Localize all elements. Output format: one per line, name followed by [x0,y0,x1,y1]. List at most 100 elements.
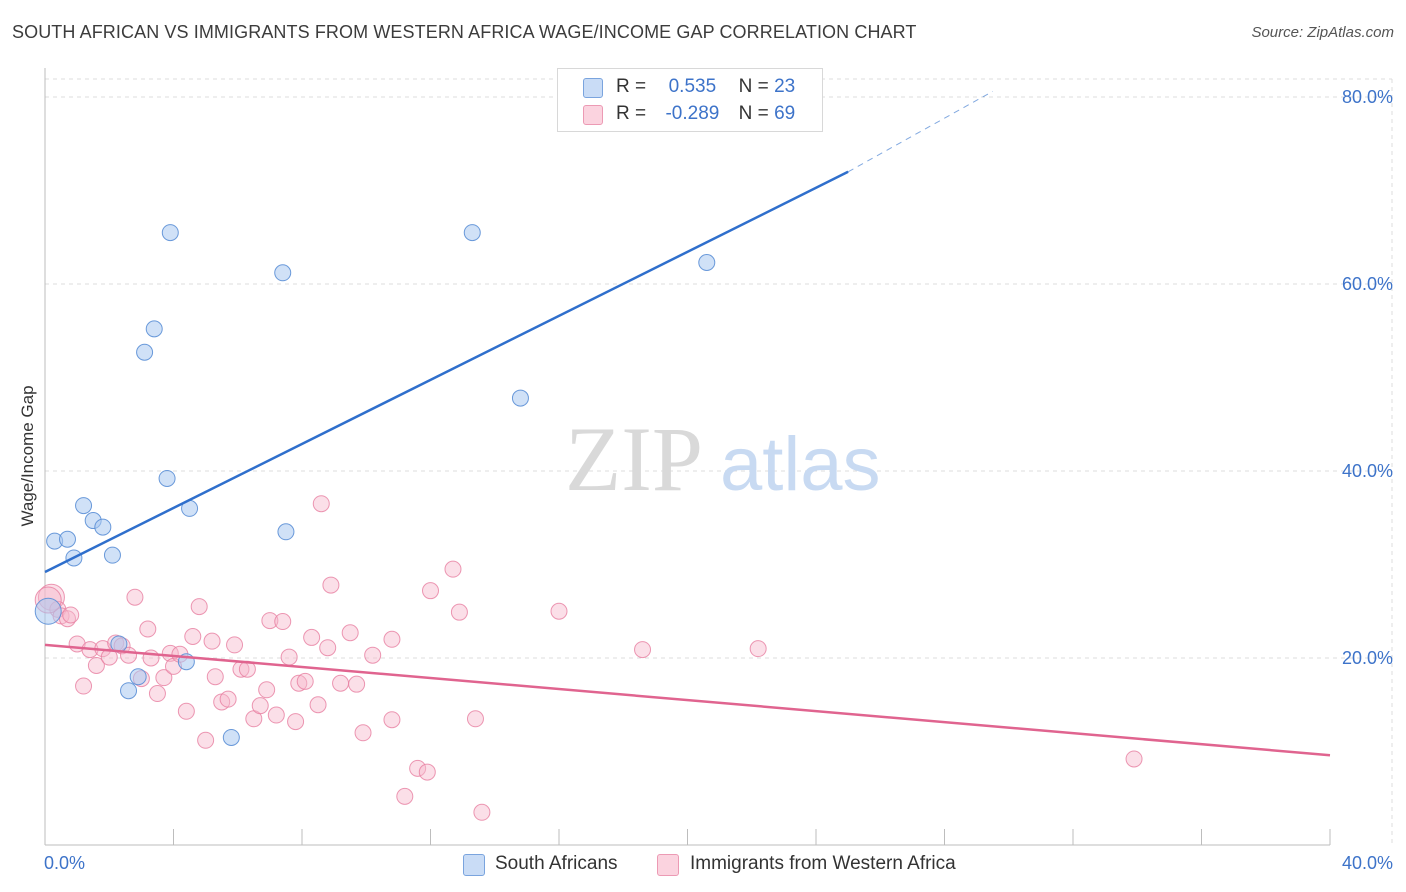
source-credit: Source: ZipAtlas.com [1251,24,1394,41]
pink-point [177,702,195,720]
y-tick-label: 80.0% [1342,87,1393,107]
pink-point [251,697,269,715]
grid-lines [45,78,1393,845]
blue-point [511,389,529,407]
pink-point [75,677,93,695]
pink-point [184,627,202,645]
x-tick-label: 40.0% [1342,853,1393,873]
pink-trend-line [44,643,1331,757]
pink-point [383,630,401,648]
blue-point [145,320,163,338]
pink-point [396,787,414,805]
correlation-legend: R = 0.535 N = 23 R = -0.289 N = 69 [557,68,823,132]
blue-trend-line [44,170,849,574]
pink-point [161,644,179,662]
pink-point [280,648,298,666]
legend-row-western-africa: R = -0.289 N = 69 [558,101,822,127]
pink-point [62,606,80,624]
blue-point [120,682,138,700]
pink-point [309,696,327,714]
pink-point [206,668,224,686]
pink-point [444,560,462,578]
tick-labels: 20.0% 40.0% 60.0% 80.0% 0.0% 40.0% [44,87,1393,873]
pink-point [226,636,244,654]
pink-point [418,763,436,781]
pink-point [203,632,221,650]
pink-point [303,628,321,646]
legend-r-label: R = [616,76,647,97]
legend-r-label: R = [616,103,647,124]
pink-point [354,724,372,742]
blue-point [136,343,154,361]
blue-point [463,224,481,242]
blue-point [158,469,176,487]
bottom-legend-label-pink: Immigrants from Western Africa [690,853,956,874]
legend-r-value: 0.535 [668,76,717,97]
pink-point [139,620,157,638]
trend-lines [44,90,1331,757]
y-axis-label: Wage/Income Gap [18,385,37,527]
pink-point [634,641,652,659]
pink-point [450,603,468,621]
pink-point [261,612,279,630]
pink-point [148,685,166,703]
pink-point [274,613,292,631]
blue-series-points [34,224,716,746]
blue-point [161,224,179,242]
y-tick-label: 40.0% [1342,461,1393,481]
blue-point [75,497,93,515]
pink-point [126,588,144,606]
pink-point [296,672,314,690]
legend-n-value: 69 [774,103,796,124]
legend-n-label: N = [738,76,769,97]
pink-point [473,803,491,821]
y-tick-label: 60.0% [1342,274,1393,294]
axes [44,68,1331,846]
legend-n-value: 23 [774,76,796,97]
legend-n-label: N = [738,103,769,124]
pink-point [422,582,439,600]
pink-point [341,624,359,642]
watermark: ZIP atlas [565,408,881,510]
pink-point [409,759,427,777]
legend-swatch-pink [583,105,603,125]
pink-point [319,639,337,657]
legend-row-south-africans: R = 0.535 N = 23 [558,74,822,100]
blue-point [698,253,716,271]
pink-point [749,640,767,658]
pink-point [322,576,340,594]
blue-point [34,597,62,625]
blue-point [103,546,121,564]
pink-point [258,681,276,699]
blue-point [129,668,147,686]
bottom-legend-label-blue: South Africans [495,853,618,874]
pink-point [197,731,215,749]
watermark-zip: ZIP [565,408,703,510]
bottom-legend-swatch-blue [463,854,485,876]
blue-point [94,518,112,536]
pink-point [287,713,305,731]
pink-point [219,690,237,708]
pink-point [466,710,484,728]
pink-point [312,495,330,513]
pink-point [383,711,401,729]
chart-title: SOUTH AFRICAN VS IMMIGRANTS FROM WESTERN… [12,22,917,42]
pink-point [1125,750,1143,768]
bottom-legend-swatch-pink [657,854,679,876]
pink-point [190,598,208,616]
legend-swatch-blue [583,78,603,98]
pink-point [290,674,308,692]
blue-trend-extension [847,90,993,173]
y-tick-label: 20.0% [1342,648,1393,668]
legend-r-value: -0.289 [665,103,720,124]
pink-point [87,656,105,674]
x-tick-label: 0.0% [44,853,85,873]
pink-point [267,706,285,724]
pink-point [550,602,568,620]
pink-point [364,646,382,664]
pink-point [348,675,366,693]
blue-point [277,523,295,541]
pink-point [100,648,118,666]
blue-point [222,728,240,746]
